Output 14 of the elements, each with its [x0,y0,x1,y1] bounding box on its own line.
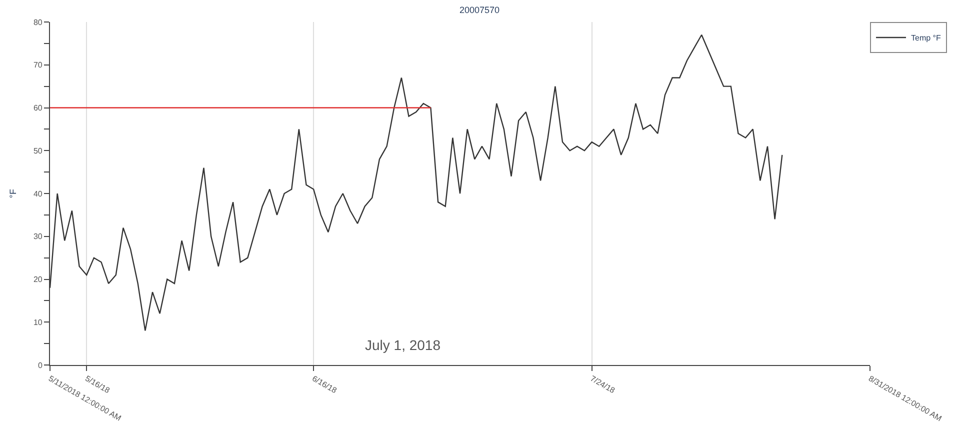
y-tick-label: 60 [33,104,43,113]
y-tick-label: 40 [33,189,43,198]
legend-label: Temp °F [911,34,941,43]
chart-title: 20007570 [459,4,500,15]
y-tick-label: 0 [38,360,43,370]
y-tick-label: 20 [33,275,43,284]
annotation: July 1, 2018 [365,337,441,353]
line-series [50,34,783,332]
y-tick-label: 50 [33,146,43,156]
y-tick-label: 30 [33,232,43,242]
y-tick-label: 80 [33,18,43,27]
y-tick-label: 70 [33,60,43,70]
y-axis-title: °F [8,188,18,198]
y-tick-label: 10 [33,318,43,327]
